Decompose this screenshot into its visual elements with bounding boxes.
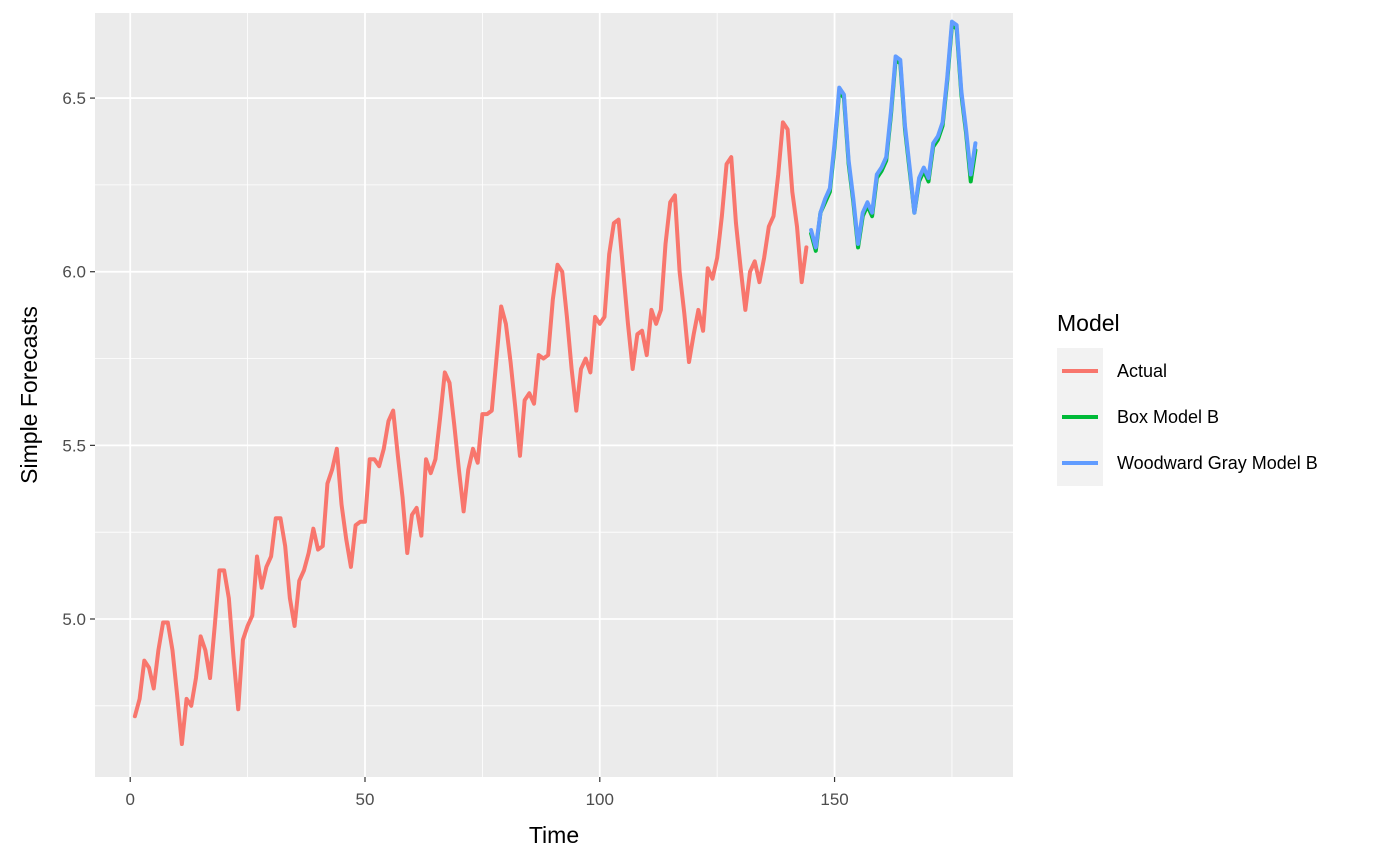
legend-items: Actual Box Model B Woodward Gray Model B — [1057, 348, 1318, 486]
x-tick-label: 50 — [356, 790, 375, 809]
x-tick-label: 150 — [820, 790, 848, 809]
x-axis-title: Time — [529, 822, 579, 848]
y-axis-title: Simple Forecasts — [16, 306, 42, 484]
legend-label-box-model-b: Box Model B — [1117, 407, 1219, 427]
series-line-woodward-gray-model-b — [809, 19, 978, 250]
y-tick-label: 6.5 — [62, 89, 86, 108]
legend-label-actual: Actual — [1117, 361, 1167, 381]
x-axis: 0 50 100 150 — [125, 777, 849, 809]
y-tick-label: 5.5 — [62, 436, 86, 455]
legend: Model Actual Box Model B Woodward Gray Mod… — [1057, 310, 1318, 486]
legend-label-woodward-gray-model-b: Woodward Gray Model B — [1117, 453, 1318, 473]
legend-title: Model — [1057, 310, 1120, 336]
series-lines — [132, 19, 978, 747]
x-tick-label: 100 — [586, 790, 614, 809]
x-tick-label: 0 — [125, 790, 134, 809]
major-gridlines — [95, 13, 1013, 777]
y-tick-label: 5.0 — [62, 610, 86, 629]
series-line-actual — [132, 120, 809, 747]
y-axis: 5.0 5.5 6.0 6.5 — [62, 89, 95, 629]
y-tick-label: 6.0 — [62, 263, 86, 282]
minor-gridlines — [95, 13, 1013, 777]
